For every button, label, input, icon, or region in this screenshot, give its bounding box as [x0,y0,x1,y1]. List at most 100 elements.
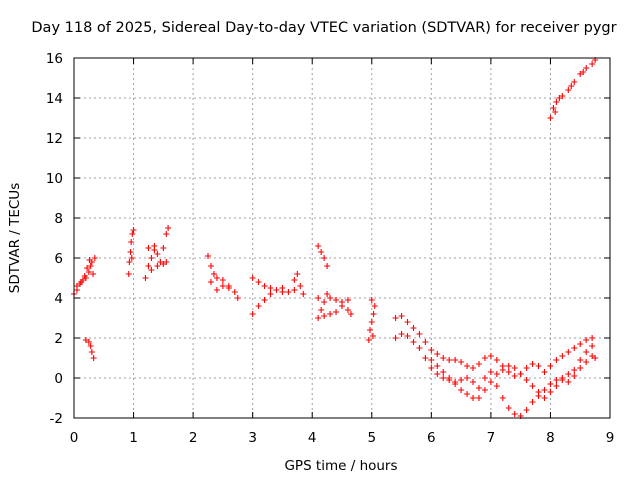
data-point [553,99,560,105]
x-tick-label: 9 [606,430,615,446]
data-point [165,225,172,231]
x-tick-label: 3 [248,430,257,446]
y-tick-label: 6 [54,251,63,267]
data-point [163,231,170,237]
data-point [434,363,441,369]
data-point [434,371,441,377]
data-point [493,357,500,363]
series-pass-k [392,313,596,379]
data-point [568,83,575,89]
data-point [553,383,560,389]
data-point [213,287,220,293]
data-point [225,285,232,291]
data-point [255,279,262,285]
series-pass-b [82,337,97,361]
x-tick-label: 7 [487,430,496,446]
data-point [91,255,98,261]
data-point [261,283,268,289]
data-point [529,361,536,367]
data-point [366,327,373,333]
data-point [249,275,256,281]
data-point [446,357,453,363]
data-point [219,283,226,289]
data-point [315,315,322,321]
data-point [88,349,95,355]
data-point [589,61,596,67]
data-point [559,377,566,383]
data-point [487,379,494,385]
data-point [559,353,566,359]
data-point [464,391,471,397]
data-point [142,275,149,281]
series-pass-a [71,255,98,297]
series-pass-l [428,343,596,401]
data-point [148,267,155,273]
data-point [90,355,97,361]
data-point [291,287,298,293]
data-point [541,387,548,393]
data-point [369,333,376,339]
data-point [535,389,542,395]
data-point [87,263,94,269]
data-point [571,367,578,373]
data-point [440,369,447,375]
data-point [481,375,488,381]
data-point [327,311,334,317]
data-point [145,263,152,269]
data-point [571,79,578,85]
data-point [499,367,506,373]
data-point [249,311,256,317]
x-axis-ticks: 0 1 2 3 4 5 6 7 8 9 [70,58,615,446]
data-point [505,363,512,369]
data-point [154,263,161,269]
x-tick-label: 4 [308,430,317,446]
data-point [207,263,214,269]
series-pass-m [547,57,599,121]
data-point [145,245,152,251]
y-tick-label: 16 [46,51,63,67]
series-pass-f [249,271,307,317]
data-point [422,355,429,361]
data-point [84,265,91,271]
data-point [583,65,590,71]
series-pass-i [365,297,378,343]
data-point [404,333,411,339]
data-point [128,255,135,261]
data-marks [71,57,599,419]
data-point [126,259,133,265]
data-point [535,363,542,369]
data-point [160,245,167,251]
data-point [85,339,92,345]
data-point [571,345,578,351]
data-point [255,303,262,309]
data-point [577,357,584,363]
y-tick-label: 14 [46,91,63,107]
data-point [87,343,94,349]
series-pass-d [142,225,172,281]
x-tick-label: 5 [367,430,376,446]
x-axis-label: GPS time / hours [284,458,397,474]
data-point [315,295,322,301]
data-point [234,295,241,301]
data-point [589,335,596,341]
data-point [583,359,590,365]
data-point [261,297,268,303]
data-point [547,115,554,121]
data-point [547,389,554,395]
y-tick-label: 0 [54,371,63,387]
data-point [416,331,423,337]
data-point [148,255,155,261]
data-point [371,303,378,309]
data-point [324,291,331,297]
data-point [416,345,423,351]
data-point [470,365,477,371]
data-point [565,87,572,93]
data-point [556,95,563,101]
data-point [511,365,518,371]
data-point [481,355,488,361]
data-point [517,371,524,377]
x-tick-label: 0 [70,430,79,446]
y-tick-label: 10 [46,171,63,187]
data-point [90,271,97,277]
